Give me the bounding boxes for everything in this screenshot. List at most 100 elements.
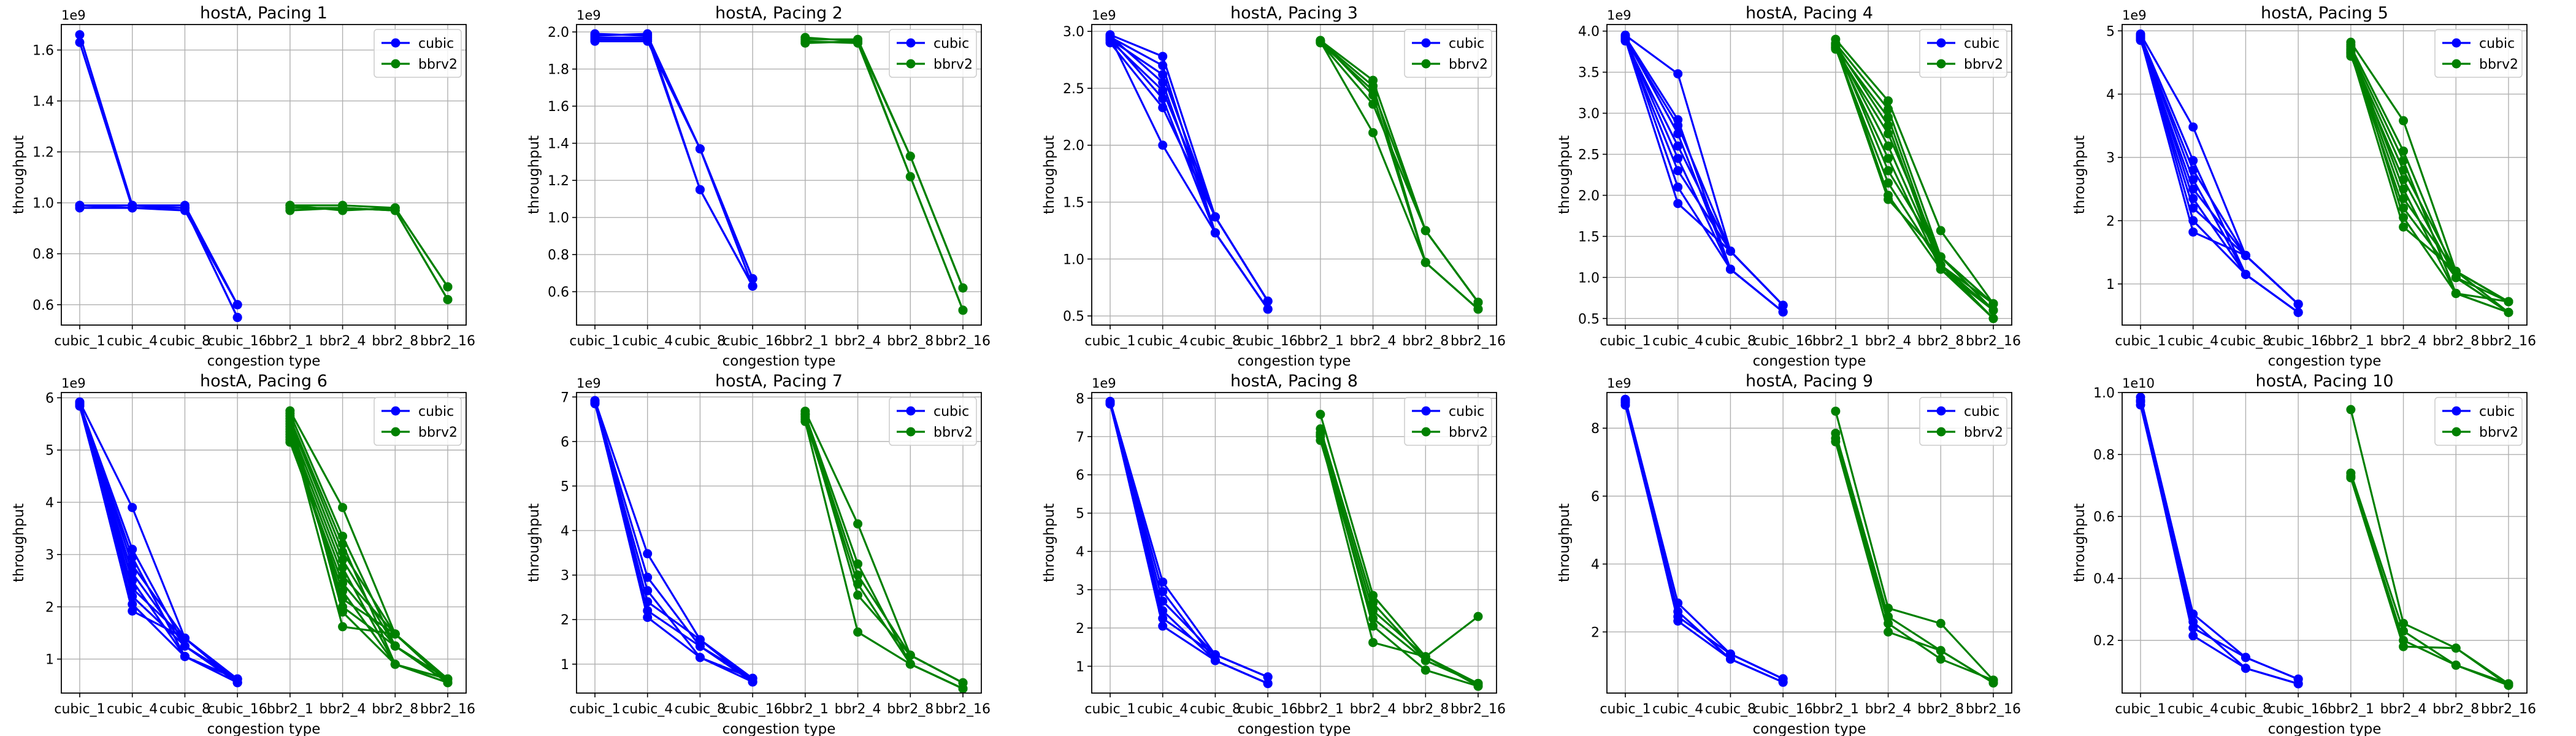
series-line-cubic	[594, 33, 754, 287]
legend-marker-bbrv2	[906, 59, 916, 69]
x-tick-label: bbr2_8	[887, 702, 933, 717]
x-tick-label: bbr2_8	[1402, 334, 1449, 349]
x-tick-label: bbr2_4	[835, 702, 881, 717]
y-axis-label: throughput	[1041, 136, 1057, 215]
series-line-cubic	[79, 403, 239, 684]
data-point-bbrv2	[1884, 194, 1893, 204]
series-line-bbrv2	[2350, 475, 2509, 685]
data-point-bbrv2	[853, 36, 863, 46]
x-tick-label: bbr2_16	[420, 334, 475, 349]
y-tick-label: 8	[1591, 421, 1600, 437]
y-tick-label: 2.0	[1578, 188, 1600, 204]
data-point-bbrv2	[2346, 47, 2356, 57]
x-tick-label: bbr2_4	[1865, 702, 1912, 717]
series-bbrv2	[285, 201, 453, 304]
data-point-bbrv2	[2451, 266, 2461, 276]
legend-label-bbrv2: bbrv2	[418, 425, 458, 440]
series-line-bbrv2	[805, 38, 964, 289]
series-line-cubic	[1109, 403, 1268, 678]
data-point-cubic	[128, 502, 137, 512]
series-line-cubic	[79, 405, 238, 680]
data-point-cubic	[1778, 677, 1788, 687]
data-point-bbrv2	[1831, 437, 1841, 447]
x-axis-label: congestion type	[723, 353, 836, 369]
y-tick-label: 5	[45, 443, 54, 459]
x-tick-label: cubic_1	[54, 702, 105, 717]
data-point-cubic	[2241, 269, 2250, 279]
y-axis-label: throughput	[526, 136, 542, 215]
x-tick-label: bbr2_4	[320, 702, 366, 717]
series-line-bbrv2	[1834, 441, 1994, 684]
legend-marker-cubic	[391, 38, 401, 48]
data-point-cubic	[128, 606, 137, 616]
data-point-bbrv2	[1473, 304, 1483, 314]
x-tick-label: cubic_4	[1137, 334, 1188, 349]
x-tick-label: bbr2_4	[1865, 334, 1912, 349]
data-point-bbrv2	[1884, 141, 1893, 151]
series-line-cubic	[2139, 35, 2299, 313]
data-point-cubic	[1158, 94, 1168, 104]
data-point-cubic	[232, 300, 242, 310]
y-tick-label: 2.5	[1063, 82, 1084, 97]
data-point-bbrv2	[2504, 307, 2513, 317]
x-tick-label: cubic_16	[1238, 334, 1298, 349]
series-line-bbrv2	[2350, 46, 2509, 313]
legend-label-cubic: cubic	[2479, 36, 2515, 52]
series-line-cubic	[1624, 405, 1784, 680]
series-line-cubic	[2139, 39, 2299, 305]
data-point-cubic	[2136, 33, 2145, 43]
plot-frame	[2122, 24, 2528, 326]
x-tick-label: cubic_16	[1754, 334, 1813, 349]
legend-label-cubic: cubic	[933, 36, 969, 52]
x-tick-label: bbr2_4	[1350, 702, 1397, 717]
data-point-bbrv2	[1473, 678, 1483, 688]
series-cubic	[1620, 394, 1788, 687]
data-point-bbrv2	[2346, 40, 2356, 50]
series-line-bbrv2	[289, 426, 448, 680]
plot-frame	[1606, 24, 2012, 326]
legend-marker-bbrv2	[1936, 427, 1946, 437]
data-point-cubic	[1725, 247, 1735, 256]
legend-label-bbrv2: bbrv2	[1449, 425, 1488, 440]
data-point-cubic	[1778, 307, 1788, 317]
data-point-cubic	[180, 651, 190, 661]
data-point-bbrv2	[958, 283, 968, 293]
data-point-bbrv2	[2451, 643, 2461, 653]
data-point-cubic	[590, 36, 600, 46]
data-point-cubic	[1620, 34, 1630, 44]
series-cubic	[1105, 396, 1273, 688]
x-tick-label: bbr2_4	[1350, 334, 1397, 349]
x-axis-label: congestion type	[207, 721, 321, 736]
legend-label-cubic: cubic	[1964, 404, 1999, 420]
data-point-bbrv2	[390, 659, 400, 669]
data-point-bbrv2	[443, 282, 453, 292]
x-tick-label: bbr2_16	[1966, 334, 2021, 349]
y-tick-label: 1.0	[33, 196, 54, 212]
data-point-bbrv2	[1420, 258, 1430, 267]
data-point-cubic	[1158, 102, 1168, 112]
series-line-bbrv2	[2350, 49, 2509, 303]
series-line-bbrv2	[2350, 477, 2509, 686]
series-cubic	[590, 396, 757, 687]
data-point-cubic	[695, 642, 705, 651]
data-point-cubic	[2293, 299, 2303, 309]
legend-marker-cubic	[1936, 38, 1946, 48]
data-point-bbrv2	[443, 674, 453, 684]
data-point-cubic	[75, 37, 85, 47]
legend-label-bbrv2: bbrv2	[933, 57, 973, 72]
legend-marker-cubic	[1421, 38, 1431, 48]
y-tick-label: 4.0	[1578, 25, 1600, 40]
y-tick-label: 1.0	[548, 211, 569, 226]
x-tick-label: cubic_16	[2269, 334, 2328, 349]
plot-frame	[576, 24, 982, 326]
x-tick-label: cubic_16	[2269, 702, 2328, 717]
data-point-cubic	[1158, 86, 1168, 96]
series-line-cubic	[2139, 37, 2299, 313]
data-point-bbrv2	[905, 659, 915, 669]
series-bbrv2	[2346, 37, 2513, 317]
y-tick-label: 0.8	[2093, 448, 2115, 463]
y-tick-label: 0.4	[2093, 572, 2115, 587]
data-point-bbrv2	[1831, 406, 1841, 416]
legend-label-bbrv2: bbrv2	[418, 57, 458, 72]
